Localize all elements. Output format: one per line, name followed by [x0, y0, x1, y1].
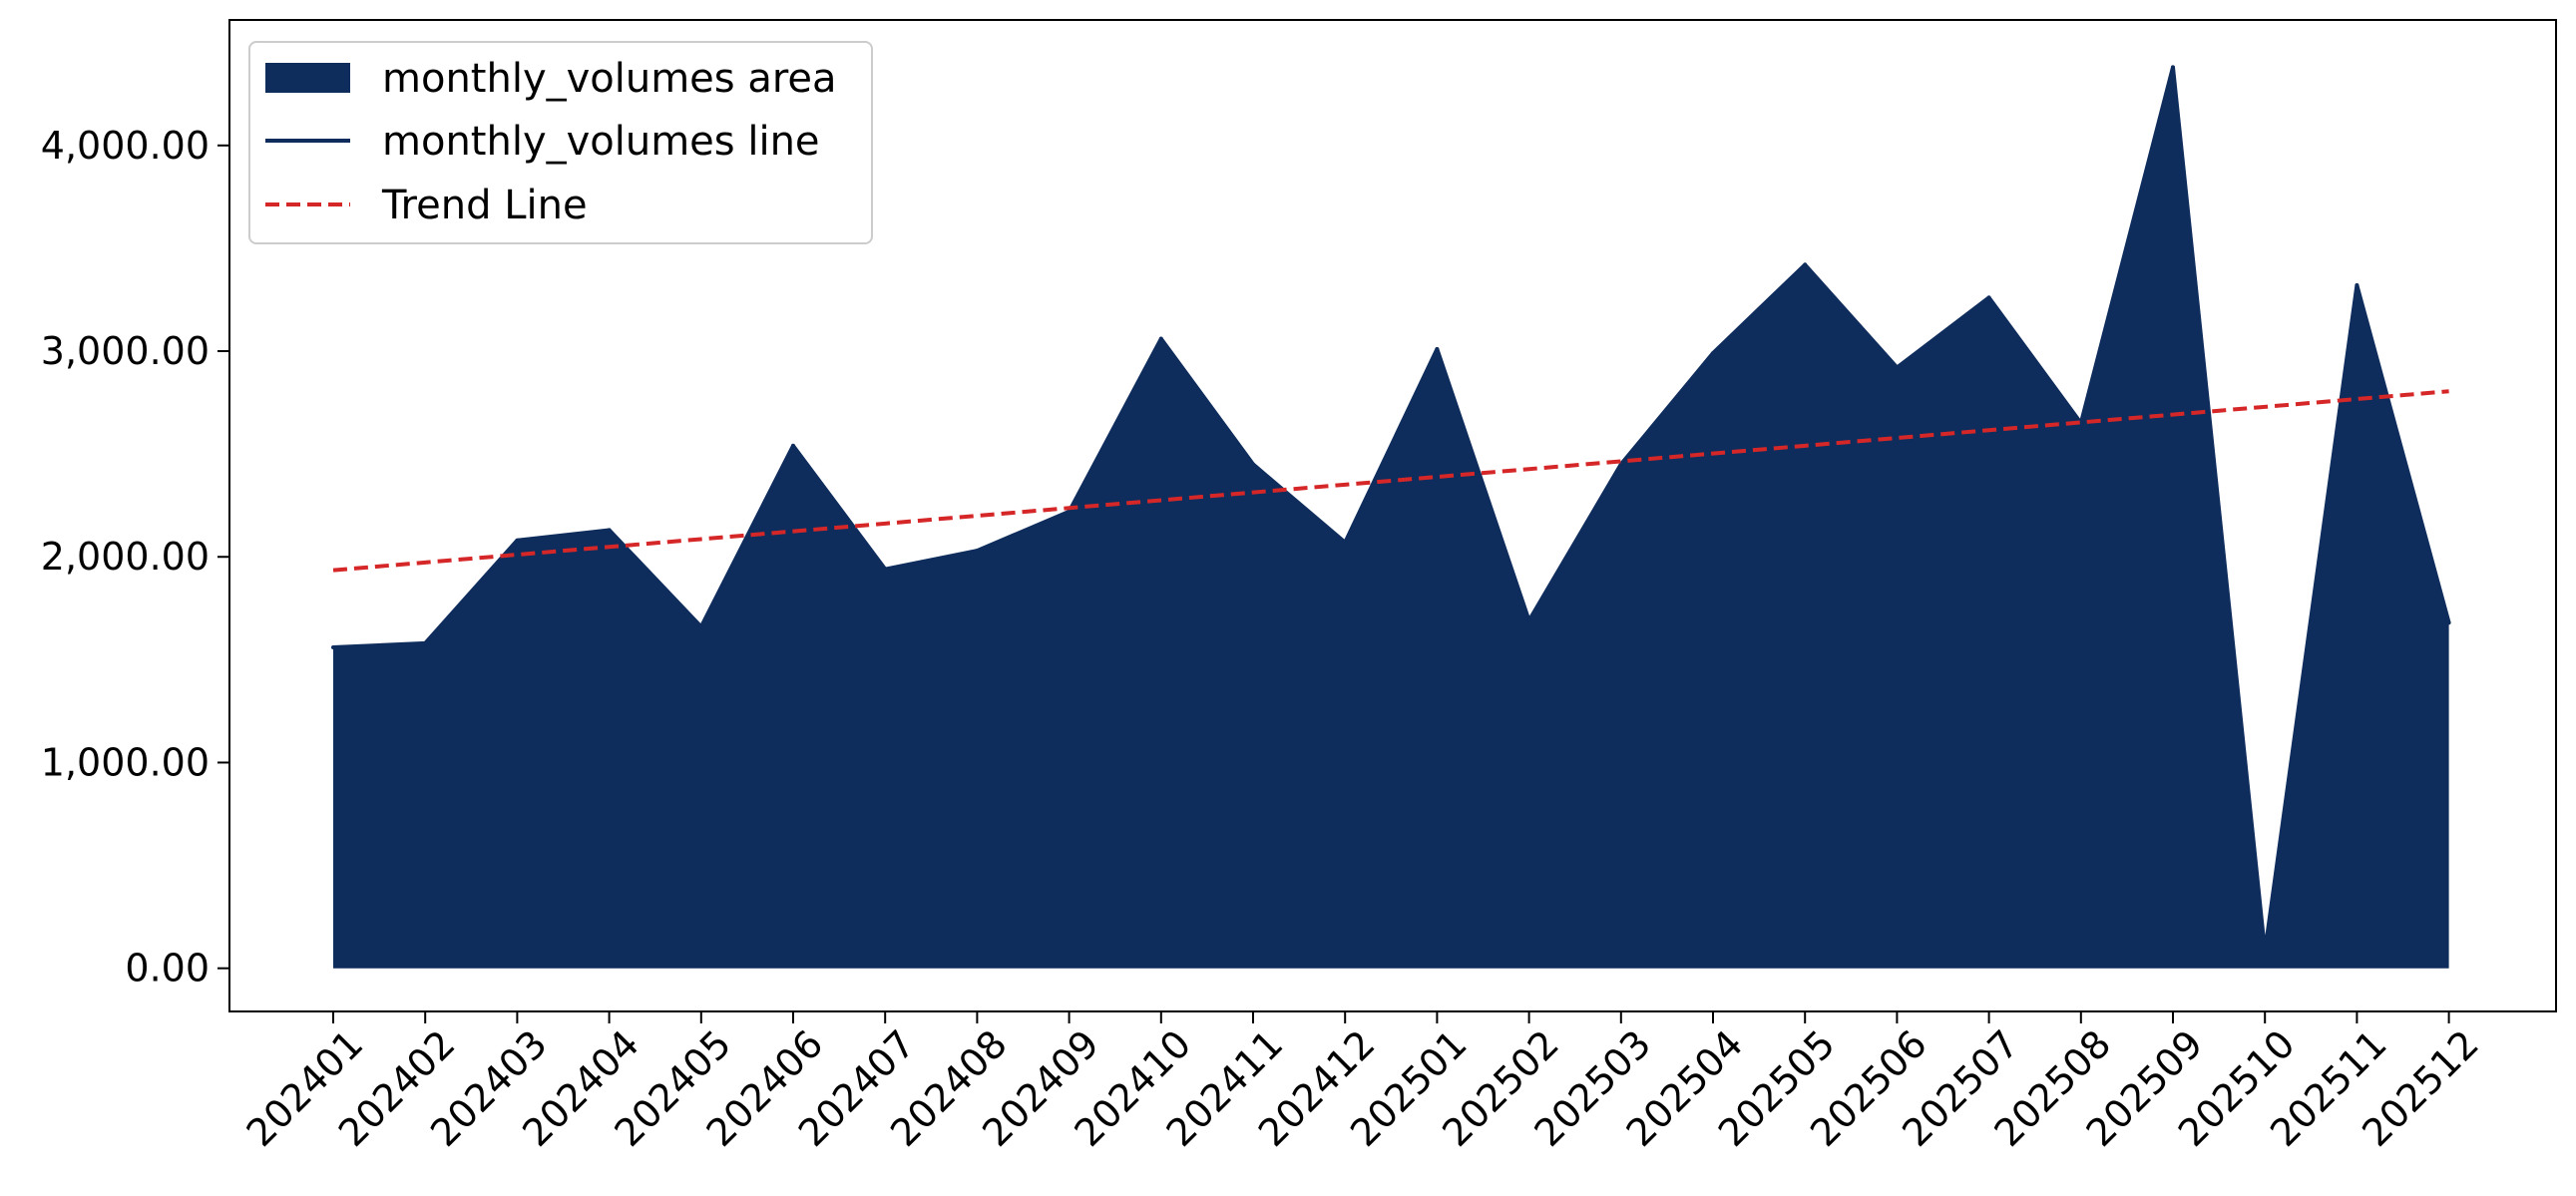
legend-label-trend: Trend Line: [381, 183, 588, 228]
data-point-202505: [1803, 262, 1808, 267]
data-point-202404: [607, 528, 612, 533]
data-point-202506: [1895, 365, 1900, 370]
y-tick-label: 0.00: [125, 947, 210, 991]
data-point-202510: [2263, 950, 2268, 955]
legend-label-area: monthly_volumes area: [382, 56, 837, 102]
data-point-202502: [1526, 618, 1531, 623]
plot-area: [331, 65, 2451, 969]
data-point-202512: [2446, 620, 2451, 625]
data-point-202507: [1986, 295, 1991, 300]
legend-swatch-area: [265, 63, 350, 93]
data-point-202408: [975, 549, 980, 554]
data-point-202403: [515, 538, 520, 543]
trend-line: [332, 389, 2449, 573]
legend: monthly_volumes area monthly_volumes lin…: [248, 41, 873, 244]
data-point-202402: [423, 640, 428, 645]
y-tick-label: 1,000.00: [41, 740, 210, 784]
data-point-202409: [1067, 509, 1072, 514]
data-point-202511: [2355, 283, 2360, 288]
data-point-202407: [883, 567, 888, 572]
y-tick-label: 2,000.00: [41, 535, 210, 579]
data-point-202401: [331, 644, 335, 649]
legend-box: [248, 41, 873, 244]
line-series-monthly-volumes: [332, 65, 2451, 955]
data-point-202411: [1251, 462, 1255, 467]
area-series-monthly-volumes: [333, 67, 2449, 969]
data-point-202504: [1711, 351, 1715, 356]
data-point-202405: [698, 624, 703, 629]
data-point-202410: [1158, 336, 1163, 341]
data-point-202501: [1435, 346, 1440, 351]
legend-label-line: monthly_volumes line: [382, 119, 820, 165]
plot-border: [228, 19, 2557, 1012]
y-tick-label: 3,000.00: [41, 329, 210, 373]
data-point-202412: [1343, 540, 1348, 545]
data-point-202406: [791, 443, 795, 448]
data-point-202509: [2171, 65, 2175, 70]
y-tick-label: 4,000.00: [41, 124, 210, 168]
